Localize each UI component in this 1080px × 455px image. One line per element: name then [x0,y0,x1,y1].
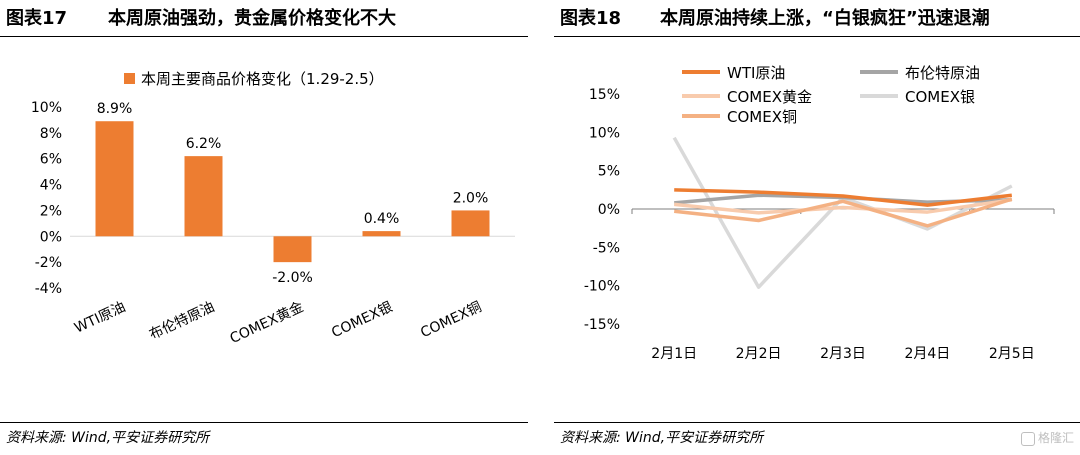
legend-label: COMEX黄金 [727,88,812,106]
bar-chart: 本周主要商品价格变化（1.29-2.5） 10% 8% 6% 4% 2% 0% -2% -4% 8… [31,70,515,347]
x-tick-label: 2月3日 [820,346,866,362]
legend-label: COMEX铜 [727,108,797,126]
bar [184,156,223,237]
y-tick-label: -15% [584,317,620,333]
watermark: 格隆汇 [1020,429,1074,446]
figure-17-panel: 图表17 本周原油强劲，贵金属价格变化不大 本周主要商品价格变化（1.29-2.… [0,0,528,455]
y-tick-label: 6% [40,152,62,168]
bar [95,121,134,237]
legend-label: 布伦特原油 [905,64,980,82]
watermark-text: 格隆汇 [1037,431,1074,445]
data-label: 8.9% [97,101,133,117]
x-tick-label: 2月4日 [904,346,950,362]
legend-label: 本周主要商品价格变化（1.29-2.5） [141,70,384,88]
x-tick-label: 2月5日 [989,346,1035,362]
y-tick-label: 10% [31,100,62,116]
figure-18-panel: 图表18 本周原油持续上涨，“白银疯狂”迅速退潮 WTI原油 布伦特原油 COMEX… [554,0,1080,455]
y-tick-label: -2% [35,255,62,271]
y-tick-label: 10% [589,125,620,141]
x-tick-label: COMEX铜 [418,299,484,341]
y-tick-label: -4% [35,281,62,297]
line-chart: WTI原油 布伦特原油 COMEX黄金 COMEX银 COMEX铜 15% 10% 5% 0% -… [584,64,1055,362]
figure-17-number: 图表17 [6,8,68,29]
figure-18-number: 图表18 [560,8,622,29]
figure-17-top-rule [0,36,528,37]
y-tick-label: 5% [598,164,620,180]
figure-18-title-row: 图表18 本周原油持续上涨，“白银疯狂”迅速退潮 [560,4,1080,34]
x-tick-label: 2月2日 [736,346,782,362]
figure-18-title: 本周原油持续上涨，“白银疯狂”迅速退潮 [660,8,990,29]
series-line [674,198,1013,215]
x-tick-label: 2月1日 [651,346,697,362]
data-label: 2.0% [453,190,489,206]
bar [451,210,490,237]
figure-18-source: 资料来源: Wind,平安证券研究所 [560,430,764,446]
series-line [672,136,1013,289]
y-tick-label: -5% [593,240,620,256]
y-tick-label: 8% [40,126,62,142]
x-tick-label: WTI原油 [72,299,128,337]
y-tick-label: 2% [40,203,62,219]
y-tick-label: 0% [598,202,620,218]
x-tick-label: COMEX黄金 [227,298,306,347]
x-tick-label: 布伦特原油 [147,299,217,343]
y-tick-label: 15% [589,87,620,103]
bar [362,231,401,237]
x-tick-label: COMEX银 [329,299,395,341]
figure-17-bottom-rule [0,422,528,423]
figure-17-title-row: 图表17 本周原油强劲，贵金属价格变化不大 [6,4,528,34]
legend-label: COMEX银 [905,88,975,106]
data-label: -2.0% [272,270,313,286]
series-line [674,197,1013,228]
y-tick-label: 0% [40,229,62,245]
legend-swatch [124,73,135,84]
y-tick-label: 4% [40,178,62,194]
data-label: 0.4% [364,211,400,227]
figure-18-top-rule [554,36,1080,37]
legend-label: WTI原油 [727,64,785,82]
bar [273,236,312,263]
data-label: 6.2% [186,136,222,152]
series-line [674,188,1013,207]
figure-18-bottom-rule [554,422,1080,423]
figure-17-source: 资料来源: Wind,平安证券研究所 [6,430,210,446]
figure-17-title: 本周原油强劲，贵金属价格变化不大 [108,8,396,29]
watermark-logo-icon [1020,431,1035,446]
y-tick-label: -10% [584,279,620,295]
